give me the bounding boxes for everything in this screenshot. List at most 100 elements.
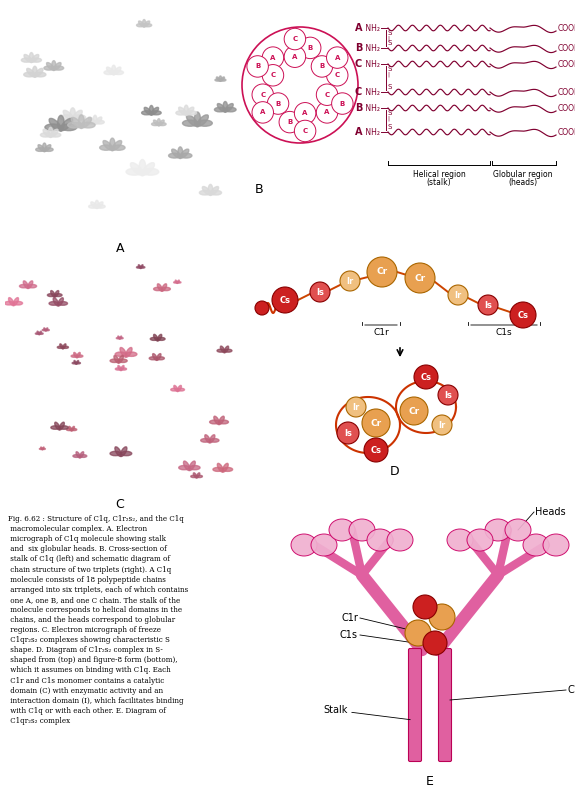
Ellipse shape [183,461,190,470]
Ellipse shape [208,184,213,195]
Ellipse shape [139,21,144,27]
Ellipse shape [24,54,32,62]
Circle shape [247,56,269,77]
Text: Cs: Cs [420,373,431,381]
Ellipse shape [182,120,197,126]
Text: S: S [387,30,392,36]
Ellipse shape [156,354,161,360]
Ellipse shape [151,111,161,115]
Ellipse shape [186,111,197,115]
Circle shape [311,56,333,77]
Text: B: B [355,103,362,113]
Ellipse shape [54,291,59,297]
Ellipse shape [505,519,531,541]
Ellipse shape [80,455,87,457]
Text: COOH: COOH [558,24,575,32]
Circle shape [405,620,431,646]
Ellipse shape [76,452,81,458]
Ellipse shape [194,112,201,127]
Ellipse shape [115,352,126,356]
Ellipse shape [121,368,126,370]
Text: Cr: Cr [377,267,388,277]
Ellipse shape [189,466,200,470]
Circle shape [423,631,447,655]
Text: |: | [387,35,389,41]
Ellipse shape [54,66,64,70]
Text: Fig. 6.62 : Structure of C1q, C1r₂s₂, and the C1q
 macromolecular complex. A. El: Fig. 6.62 : Structure of C1q, C1r₂s₂, an… [8,515,188,725]
Ellipse shape [44,148,53,151]
Ellipse shape [215,79,220,81]
Ellipse shape [41,447,43,450]
Circle shape [362,409,390,437]
Text: COOH: COOH [558,128,575,136]
Ellipse shape [63,110,73,121]
Ellipse shape [21,58,32,62]
Text: C: C [292,36,297,42]
Text: |: | [387,71,389,76]
Ellipse shape [34,69,43,77]
Ellipse shape [99,145,112,151]
Circle shape [252,102,274,123]
Ellipse shape [76,361,79,364]
Ellipse shape [141,266,145,268]
Text: NH₂: NH₂ [363,24,380,32]
Ellipse shape [5,301,14,305]
Text: A: A [292,54,298,60]
Ellipse shape [202,187,211,195]
Ellipse shape [329,519,355,541]
Ellipse shape [126,169,143,175]
Ellipse shape [114,355,119,363]
Ellipse shape [178,388,185,391]
Ellipse shape [223,463,228,472]
Ellipse shape [72,110,82,121]
Ellipse shape [220,77,224,81]
Text: B: B [308,45,313,51]
Ellipse shape [168,153,180,158]
Ellipse shape [112,145,125,151]
Circle shape [367,257,397,287]
Ellipse shape [210,191,221,195]
Ellipse shape [193,473,197,478]
Ellipse shape [86,121,95,124]
FancyBboxPatch shape [408,649,421,761]
Ellipse shape [311,534,337,556]
Ellipse shape [136,266,141,268]
Ellipse shape [58,302,67,305]
Ellipse shape [191,475,197,478]
Ellipse shape [152,354,157,360]
Ellipse shape [116,337,120,339]
Text: B: B [340,101,345,106]
Ellipse shape [219,76,221,81]
Ellipse shape [223,467,233,471]
Ellipse shape [150,357,157,360]
Ellipse shape [104,70,114,75]
Circle shape [294,121,316,142]
Ellipse shape [186,115,198,126]
Ellipse shape [116,368,121,370]
Text: S: S [387,124,392,130]
Text: Helical region: Helical region [413,170,465,179]
Text: Cs: Cs [370,445,381,455]
Ellipse shape [176,111,186,115]
Ellipse shape [82,122,95,128]
Ellipse shape [63,344,66,349]
Ellipse shape [114,70,124,75]
Ellipse shape [14,301,22,305]
Ellipse shape [214,107,225,112]
Ellipse shape [45,124,61,131]
Ellipse shape [103,140,113,151]
Ellipse shape [77,355,83,357]
Text: NH₂: NH₂ [363,128,380,136]
Ellipse shape [44,66,54,70]
Ellipse shape [13,298,18,306]
Ellipse shape [38,145,45,151]
Ellipse shape [71,426,74,431]
Ellipse shape [189,461,196,470]
Ellipse shape [154,120,159,125]
Ellipse shape [180,153,192,158]
Circle shape [413,595,437,619]
Ellipse shape [144,24,152,27]
Text: S: S [387,40,392,46]
Ellipse shape [71,117,82,128]
Text: Cs: Cs [279,296,290,304]
